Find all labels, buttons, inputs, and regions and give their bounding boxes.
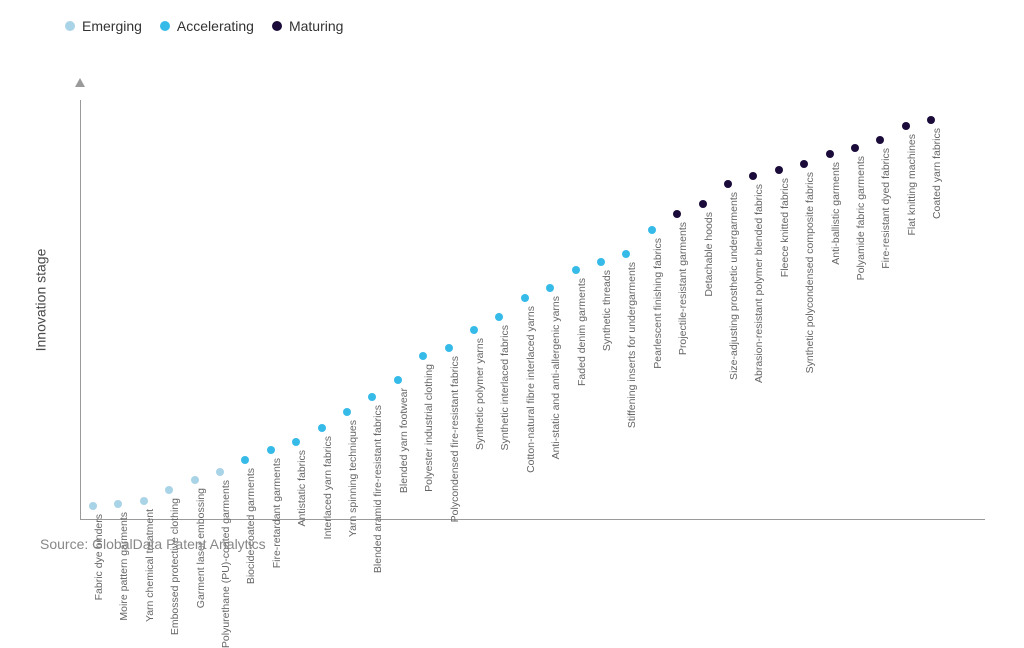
data-point-dot-icon <box>622 250 630 258</box>
legend: Emerging Accelerating Maturing <box>65 18 343 34</box>
y-axis-label-wrap: Innovation stage <box>32 80 48 520</box>
data-point: Synthetic interlaced fabrics <box>495 313 503 321</box>
data-point-dot-icon <box>673 210 681 218</box>
data-point: Anti-ballistic garments <box>826 150 834 158</box>
data-point: Polyurethane (PU)-coated garments <box>216 468 224 476</box>
data-point-dot-icon <box>572 266 580 274</box>
data-point-dot-icon <box>724 180 732 188</box>
data-point: Coated yarn fabrics <box>927 116 935 124</box>
legend-label: Accelerating <box>177 18 254 34</box>
data-point-dot-icon <box>191 476 199 484</box>
data-point: Flat knitting machines <box>902 122 910 130</box>
legend-swatch-icon <box>272 21 282 31</box>
data-point-dot-icon <box>292 438 300 446</box>
data-point: Projectile-resistant garments <box>673 210 681 218</box>
data-point: Moire pattern garments <box>114 500 122 508</box>
data-point-dot-icon <box>216 468 224 476</box>
data-point-dot-icon <box>851 144 859 152</box>
data-point: Garment laser embossing <box>191 476 199 484</box>
y-axis-label: Innovation stage <box>32 249 48 352</box>
data-point-dot-icon <box>521 294 529 302</box>
legend-label: Maturing <box>289 18 343 34</box>
data-point-dot-icon <box>114 500 122 508</box>
data-point-dot-icon <box>343 408 351 416</box>
data-point: Fleece knitted fabrics <box>775 166 783 174</box>
data-point: Yarn spinning techniques <box>343 408 351 416</box>
data-point-dot-icon <box>495 313 503 321</box>
data-point-dot-icon <box>927 116 935 124</box>
data-point-dot-icon <box>876 136 884 144</box>
data-point: Fire-retardant garments <box>267 446 275 454</box>
data-point: Antistatic fabrics <box>292 438 300 446</box>
data-point: Blended yarn footwear <box>394 376 402 384</box>
data-point: Size-adjusting prosthetic undergarments <box>724 180 732 188</box>
data-point: Stiffening inserts for undergarments <box>622 250 630 258</box>
data-point-dot-icon <box>394 376 402 384</box>
data-point-dot-icon <box>140 497 148 505</box>
data-point: Embossed protective clothing <box>165 486 173 494</box>
data-point: Fabric dye binders <box>89 502 97 510</box>
data-point-dot-icon <box>241 456 249 464</box>
data-point: Synthetic polymer yarns <box>470 326 478 334</box>
y-axis-arrow-icon <box>75 78 85 87</box>
data-point-dot-icon <box>826 150 834 158</box>
data-point: Abrasion-resistant polymer blended fabri… <box>749 172 757 180</box>
data-point-dot-icon <box>648 226 656 234</box>
legend-swatch-icon <box>160 21 170 31</box>
data-point-dot-icon <box>800 160 808 168</box>
data-point: Polyamide fabric garments <box>851 144 859 152</box>
data-point-dot-icon <box>749 172 757 180</box>
data-point-dot-icon <box>318 424 326 432</box>
data-point: Blended aramid fire-resistant fabrics <box>368 393 376 401</box>
data-point: Cotton-natural fibre interlaced yarns <box>521 294 529 302</box>
data-point: Biocide-coated garments <box>241 456 249 464</box>
data-point-dot-icon <box>165 486 173 494</box>
data-point-dot-icon <box>267 446 275 454</box>
legend-item: Accelerating <box>160 18 254 34</box>
data-point: Interlaced yarn fabrics <box>318 424 326 432</box>
data-point-dot-icon <box>470 326 478 334</box>
data-point: Yarn chemical treatment <box>140 497 148 505</box>
plot-region: Fabric dye binders Moire pattern garments… <box>85 80 990 520</box>
legend-item: Maturing <box>272 18 343 34</box>
data-point-dot-icon <box>775 166 783 174</box>
data-point: Synthetic polycondensed composite fabric… <box>800 160 808 168</box>
y-axis <box>80 100 81 520</box>
data-point-dot-icon <box>902 122 910 130</box>
data-point-dot-icon <box>597 258 605 266</box>
data-point-dot-icon <box>699 200 707 208</box>
data-point: Detachable hoods <box>699 200 707 208</box>
data-point: Anti-static and anti-allergenic yarns <box>546 284 554 292</box>
data-point-dot-icon <box>89 502 97 510</box>
data-point: Polyester industrial clothing <box>419 352 427 360</box>
data-point: Faded denim garments <box>572 266 580 274</box>
data-point-dot-icon <box>368 393 376 401</box>
data-point: Pearlescent finishing fabrics <box>648 226 656 234</box>
data-point: Synthetic threads <box>597 258 605 266</box>
legend-item: Emerging <box>65 18 142 34</box>
legend-swatch-icon <box>65 21 75 31</box>
source-citation: Source: GlobalData Patent Analytics <box>40 536 266 552</box>
legend-label: Emerging <box>82 18 142 34</box>
data-point-dot-icon <box>546 284 554 292</box>
data-point-dot-icon <box>419 352 427 360</box>
data-point: Polycondensed fire-resistant fabrics <box>445 344 453 352</box>
data-point-dot-icon <box>445 344 453 352</box>
data-point: Fire-resistant dyed fabrics <box>876 136 884 144</box>
chart-area: Innovation stage Fabric dye bindersMoire… <box>50 80 990 520</box>
